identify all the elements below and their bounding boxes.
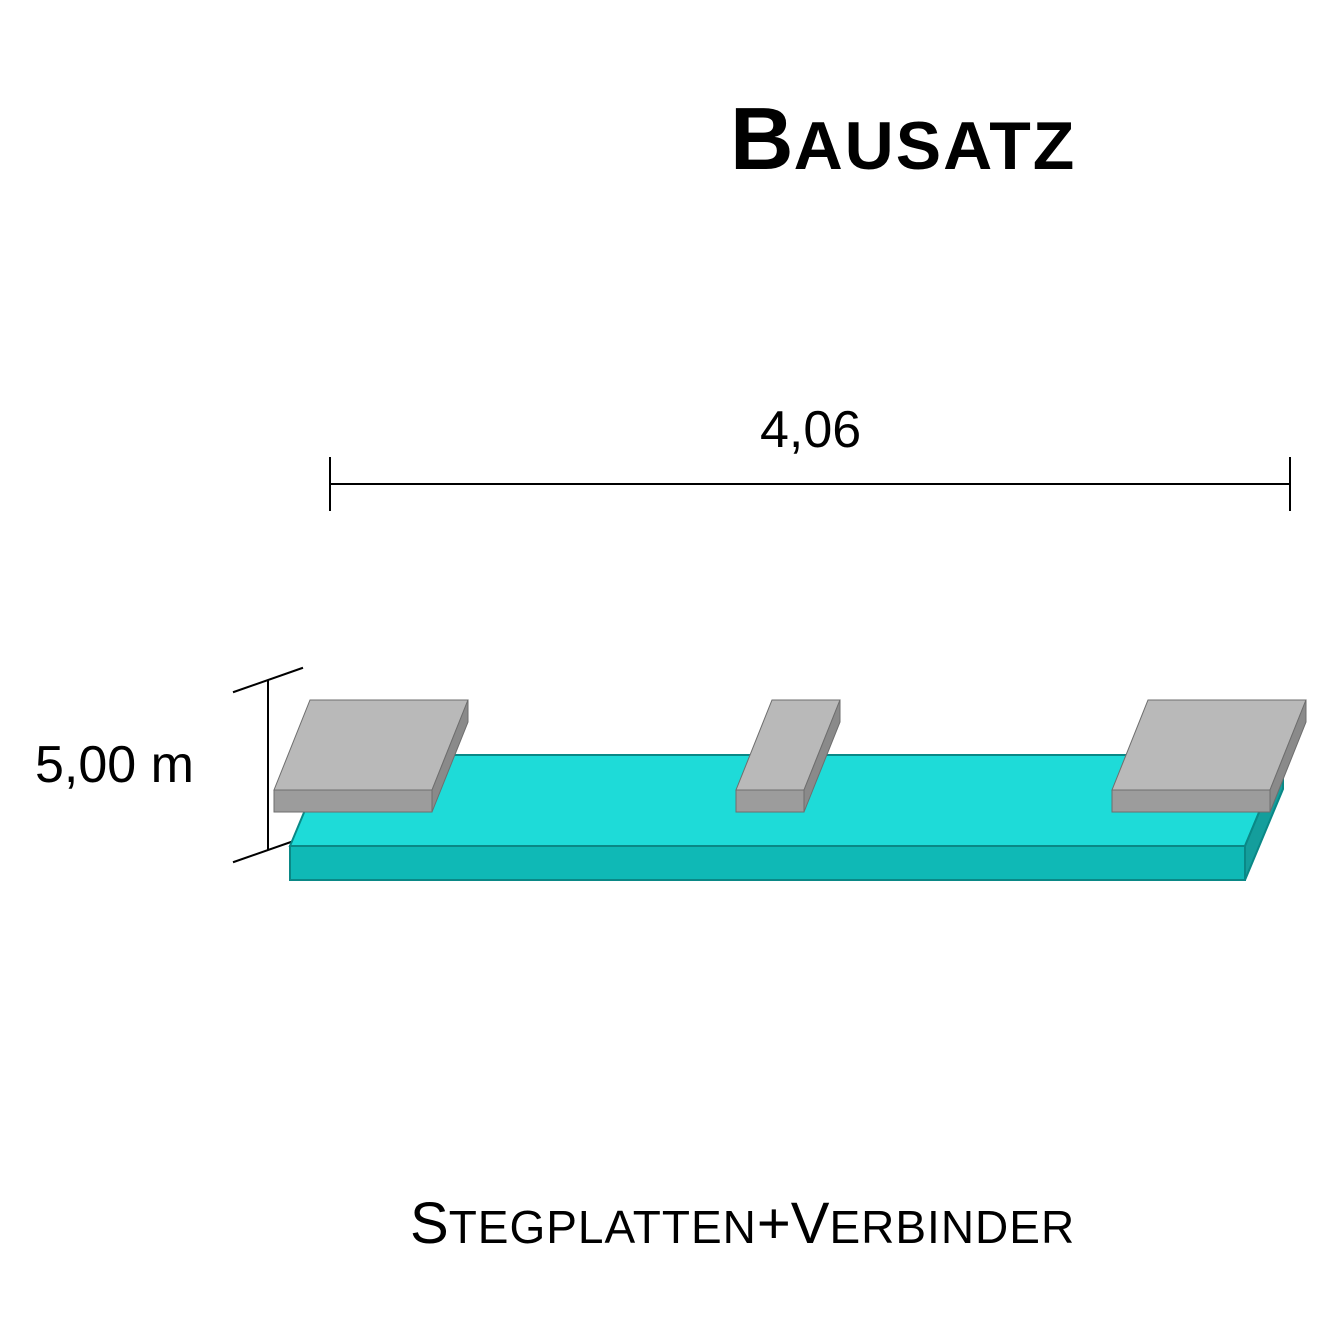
connector-2-front xyxy=(1112,790,1270,812)
panel-front-face xyxy=(290,846,1245,880)
connector-0-front xyxy=(274,790,432,812)
diagram-canvas: BAUSATZ 4,06 5,00 m STEGPLATTEN+VERBINDE… xyxy=(0,0,1320,1320)
connector-1-front xyxy=(736,790,804,812)
diagram-svg xyxy=(0,0,1320,1320)
